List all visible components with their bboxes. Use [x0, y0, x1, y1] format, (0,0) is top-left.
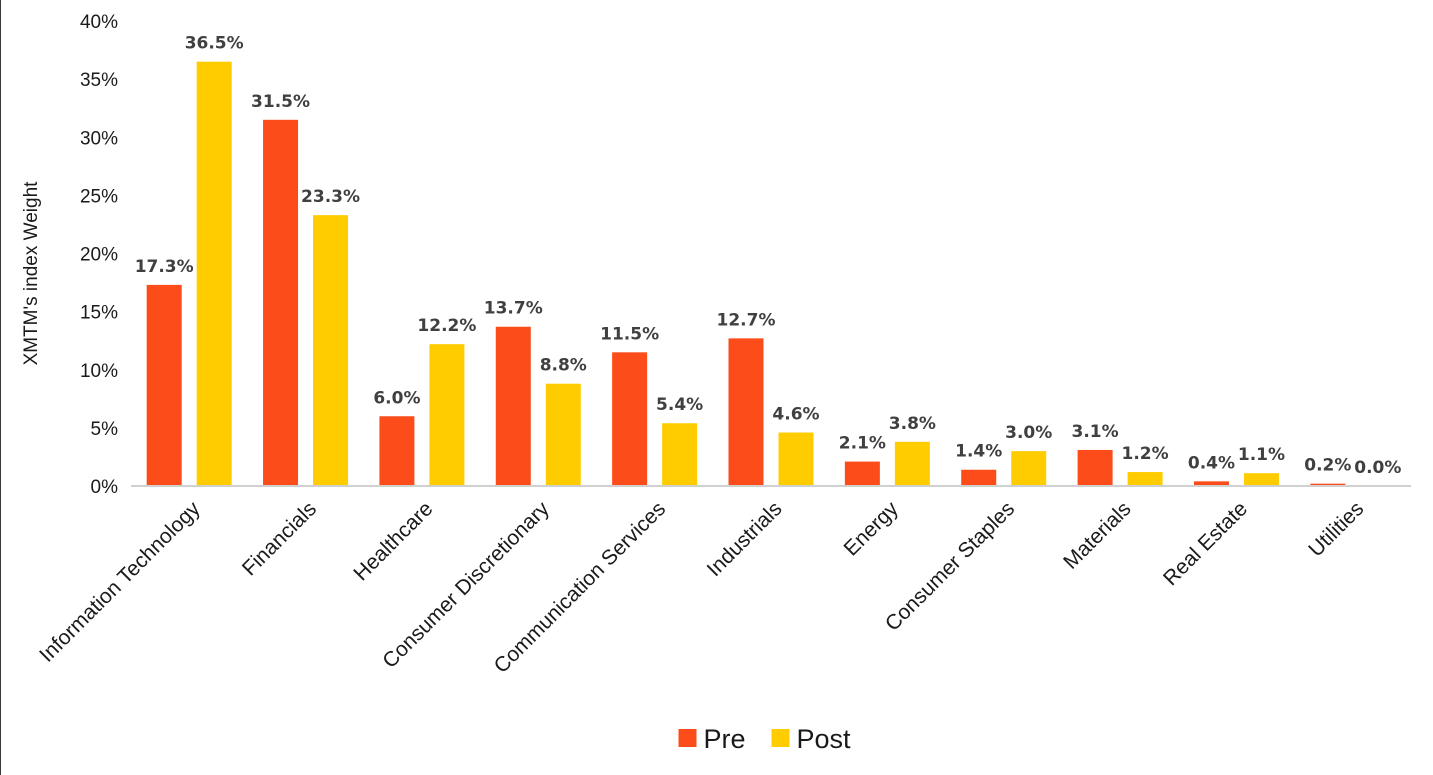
data-label-post: 1.2%: [1122, 444, 1169, 464]
bar-post: [429, 344, 465, 486]
data-label-pre: 6.0%: [373, 388, 420, 408]
data-label-post: 36.5%: [185, 34, 244, 54]
x-category-label: Materials: [1059, 497, 1136, 574]
legend-label-pre: Pre: [704, 724, 746, 754]
bar-pre: [1193, 481, 1229, 486]
bar-pre: [1077, 449, 1113, 486]
legend-swatch-pre: [678, 729, 697, 747]
data-label-post: 1.1%: [1238, 445, 1285, 465]
bar-post: [1127, 472, 1163, 486]
x-category-label: Energy: [840, 497, 904, 561]
data-label-pre: 17.3%: [135, 257, 194, 277]
bar-post: [662, 423, 698, 486]
data-label-post: 12.2%: [417, 316, 476, 336]
data-label-pre: 3.1%: [1072, 422, 1119, 442]
bar-post: [545, 383, 581, 486]
data-label-post: 8.8%: [540, 356, 587, 376]
data-label-pre: 2.1%: [839, 434, 886, 454]
bar-post: [894, 441, 930, 486]
y-tick-label: 20%: [80, 245, 118, 266]
y-tick-label: 40%: [80, 12, 118, 33]
y-tick-label: 15%: [80, 303, 118, 324]
data-label-post: 0.0%: [1354, 458, 1401, 478]
bar-pre: [728, 338, 764, 486]
data-label-pre: 31.5%: [251, 92, 310, 112]
y-tick-label: 5%: [91, 419, 119, 440]
x-category-label: Information Technology: [35, 497, 205, 667]
bar-pre: [612, 352, 648, 486]
bar-post: [778, 432, 814, 486]
bar-post: [196, 61, 232, 486]
data-label-pre: 11.5%: [600, 324, 659, 344]
bars: [146, 61, 1346, 486]
bar-pre: [146, 284, 182, 486]
bar-pre: [1310, 483, 1346, 486]
legend-swatch-post: [771, 729, 790, 747]
y-tick-label: 35%: [80, 70, 118, 91]
y-tick-label: 25%: [80, 186, 118, 207]
legend: Pre Post: [678, 724, 852, 754]
data-label-pre: 0.4%: [1188, 453, 1235, 473]
x-category-label: Consumer Staples: [881, 497, 1019, 635]
bar-pre: [263, 119, 299, 486]
bar-pre: [495, 326, 531, 486]
data-label-post: 3.8%: [889, 414, 936, 434]
y-tick-label: 30%: [80, 128, 118, 149]
y-axis: 0% 5% 10% 15% 20% 25% 30% 35% 40%: [80, 12, 118, 498]
data-label-pre: 12.7%: [717, 310, 776, 330]
data-label-pre: 1.4%: [955, 442, 1002, 462]
x-category-label: Industrials: [703, 497, 787, 581]
data-label-pre: 13.7%: [484, 299, 543, 319]
y-tick-label: 10%: [80, 361, 118, 382]
data-label-post: 23.3%: [301, 187, 360, 207]
x-category-label: Healthcare: [349, 497, 437, 585]
bar-pre: [844, 461, 880, 486]
y-tick-label: 0%: [91, 477, 119, 498]
bar-pre: [379, 416, 415, 486]
bar-post: [1011, 451, 1047, 486]
x-category-label: Utilities: [1304, 497, 1368, 561]
x-category-label: Financials: [238, 497, 321, 580]
data-label-post: 4.6%: [772, 405, 819, 425]
bar-pre: [961, 469, 997, 486]
data-label-post: 3.0%: [1005, 423, 1052, 443]
legend-label-post: Post: [797, 724, 852, 754]
x-category-label: Real Estate: [1159, 497, 1252, 590]
bar-post: [1243, 473, 1279, 486]
y-axis-title: XMTM's index Weight: [21, 181, 42, 366]
data-label-pre: 0.2%: [1304, 456, 1351, 476]
data-label-post: 5.4%: [656, 395, 703, 415]
data-labels: 17.3% 36.5% 31.5% 23.3% 6.0% 12.2% 13.7% 8.8% 11…: [135, 34, 1402, 478]
bar-post: [313, 215, 349, 486]
x-axis-labels: Information Technology Financials Healthca…: [35, 497, 1368, 678]
